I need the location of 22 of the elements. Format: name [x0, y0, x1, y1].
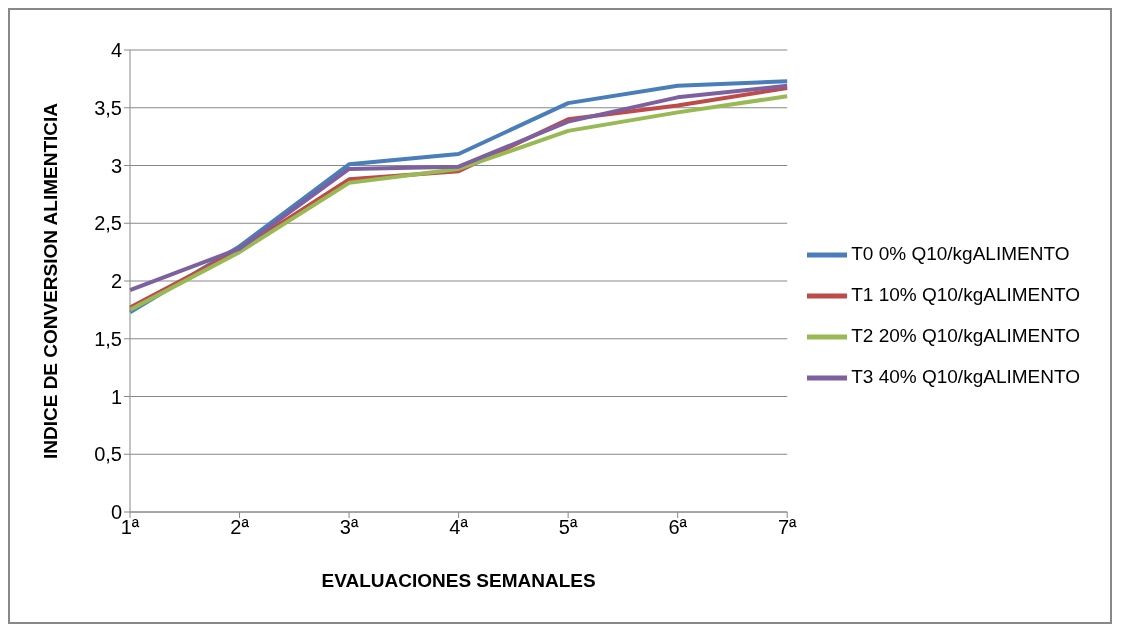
y-tick-label: 2	[110, 270, 122, 293]
x-tick-label: 5ª	[558, 516, 578, 539]
x-tick-label: 1ª	[120, 516, 140, 539]
x-tick-label: 3ª	[339, 516, 359, 539]
legend-label: T0 0% Q10/kgALIMENTO	[851, 243, 1070, 265]
y-tick-label: 4	[110, 39, 122, 62]
x-axis-title: EVALUACIONES SEMANALES	[321, 570, 596, 591]
y-tick-label: 3	[110, 154, 122, 177]
y-tick-label: 1,5	[94, 327, 122, 350]
y-tick-label: 2,5	[94, 212, 122, 235]
legend-label: T1 10% Q10/kgALIMENTO	[851, 284, 1080, 306]
legend-label: T3 40% Q10/kgALIMENTO	[851, 365, 1080, 387]
y-tick-label: 1	[110, 385, 122, 408]
x-tick-label: 7ª	[777, 516, 798, 539]
y-tick-label: 3,5	[94, 96, 122, 119]
legend-label: T2 20% Q10/kgALIMENTO	[851, 325, 1080, 346]
x-tick-label: 4ª	[449, 516, 469, 539]
y-tick-label: 0	[110, 501, 122, 524]
x-tick-label: 6ª	[668, 516, 688, 539]
x-tick-label: 2ª	[230, 516, 250, 539]
y-axis-title: INDICE DE CONVERSION ALIMENTICIA	[39, 102, 61, 460]
y-tick-label: 0,5	[94, 443, 122, 466]
